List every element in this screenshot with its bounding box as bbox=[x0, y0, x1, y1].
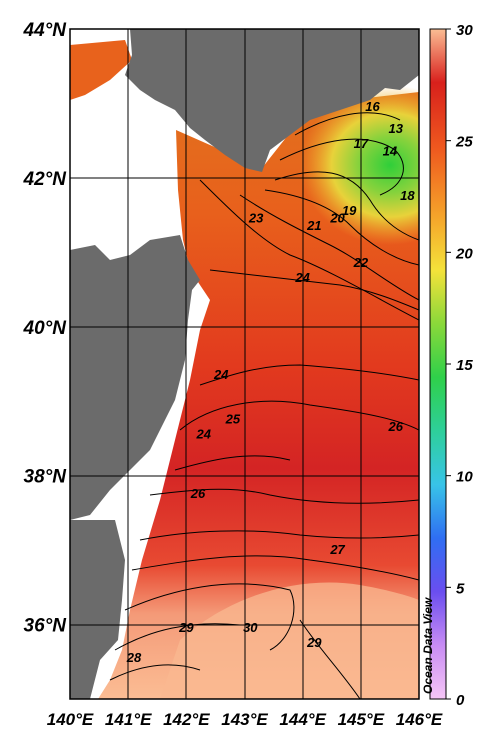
contour-label: 13 bbox=[388, 121, 403, 136]
contour-label: 29 bbox=[178, 620, 194, 635]
cold-water-patch bbox=[300, 85, 419, 245]
contour-label: 22 bbox=[353, 255, 369, 270]
longitude-labels: 140°E 141°E 142°E 143°E 144°E 145°E 146°E bbox=[47, 710, 443, 729]
graticule bbox=[70, 29, 419, 699]
sea-data-area bbox=[98, 92, 419, 699]
colorbar-ticks: 0 5 10 15 20 25 30 bbox=[446, 22, 473, 709]
colorbar-tick-label: 20 bbox=[455, 245, 473, 262]
longitude-label: 140°E bbox=[47, 710, 94, 729]
longitude-label: 145°E bbox=[338, 710, 385, 729]
contour-label: 20 bbox=[329, 211, 345, 226]
contour-label: 27 bbox=[329, 542, 345, 557]
contour-label: 17 bbox=[354, 136, 369, 151]
longitude-label: 141°E bbox=[105, 710, 152, 729]
longitude-label: 144°E bbox=[279, 710, 326, 729]
latitude-label: 44°N bbox=[23, 20, 68, 41]
contour-label: 26 bbox=[387, 419, 403, 434]
colorbar-tick-label: 10 bbox=[456, 469, 473, 486]
land-honshu bbox=[70, 235, 200, 520]
colorbar-tick-label: 30 bbox=[456, 22, 473, 39]
latitude-label: 42°N bbox=[23, 169, 68, 190]
ocean-data-view-credit: Ocean Data View bbox=[421, 597, 435, 694]
colorbar-tick-label: 0 bbox=[456, 692, 465, 709]
longitude-label: 142°E bbox=[163, 710, 210, 729]
colorbar-tick-label: 25 bbox=[455, 134, 473, 151]
contour-label: 23 bbox=[248, 211, 264, 226]
contour-label: 14 bbox=[383, 144, 398, 159]
plot-frame bbox=[69, 28, 420, 700]
contour-label: 28 bbox=[126, 650, 142, 665]
land-south-coast bbox=[70, 520, 125, 699]
latitude-label: 36°N bbox=[24, 616, 68, 637]
contour-label: 26 bbox=[190, 486, 206, 501]
isotherms bbox=[109, 112, 419, 699]
contour-label: 19 bbox=[342, 203, 357, 218]
sea-patch-north bbox=[70, 40, 132, 100]
longitude-label: 146°E bbox=[396, 710, 443, 729]
colorbar-tick-label: 5 bbox=[456, 580, 465, 597]
contour-label: 30 bbox=[243, 620, 258, 635]
longitude-label: 143°E bbox=[221, 710, 268, 729]
colorbar-tick-label: 15 bbox=[456, 357, 473, 374]
contour-label: 16 bbox=[365, 99, 380, 114]
warm-water-patch bbox=[160, 582, 419, 699]
contour-label: 21 bbox=[306, 218, 321, 233]
land-hokkaido bbox=[125, 29, 419, 172]
contour-label: 24 bbox=[213, 367, 229, 382]
latitude-label: 40°N bbox=[23, 318, 68, 339]
contour-label: 24 bbox=[196, 426, 212, 441]
latitude-labels: 44°N 42°N 40°N 38°N 36°N bbox=[23, 20, 68, 637]
latitude-label: 38°N bbox=[24, 467, 68, 488]
contour-label: 24 bbox=[294, 270, 310, 285]
contour-label: 25 bbox=[225, 412, 241, 427]
contour-label: 18 bbox=[400, 188, 415, 203]
contour-label: 29 bbox=[306, 635, 322, 650]
